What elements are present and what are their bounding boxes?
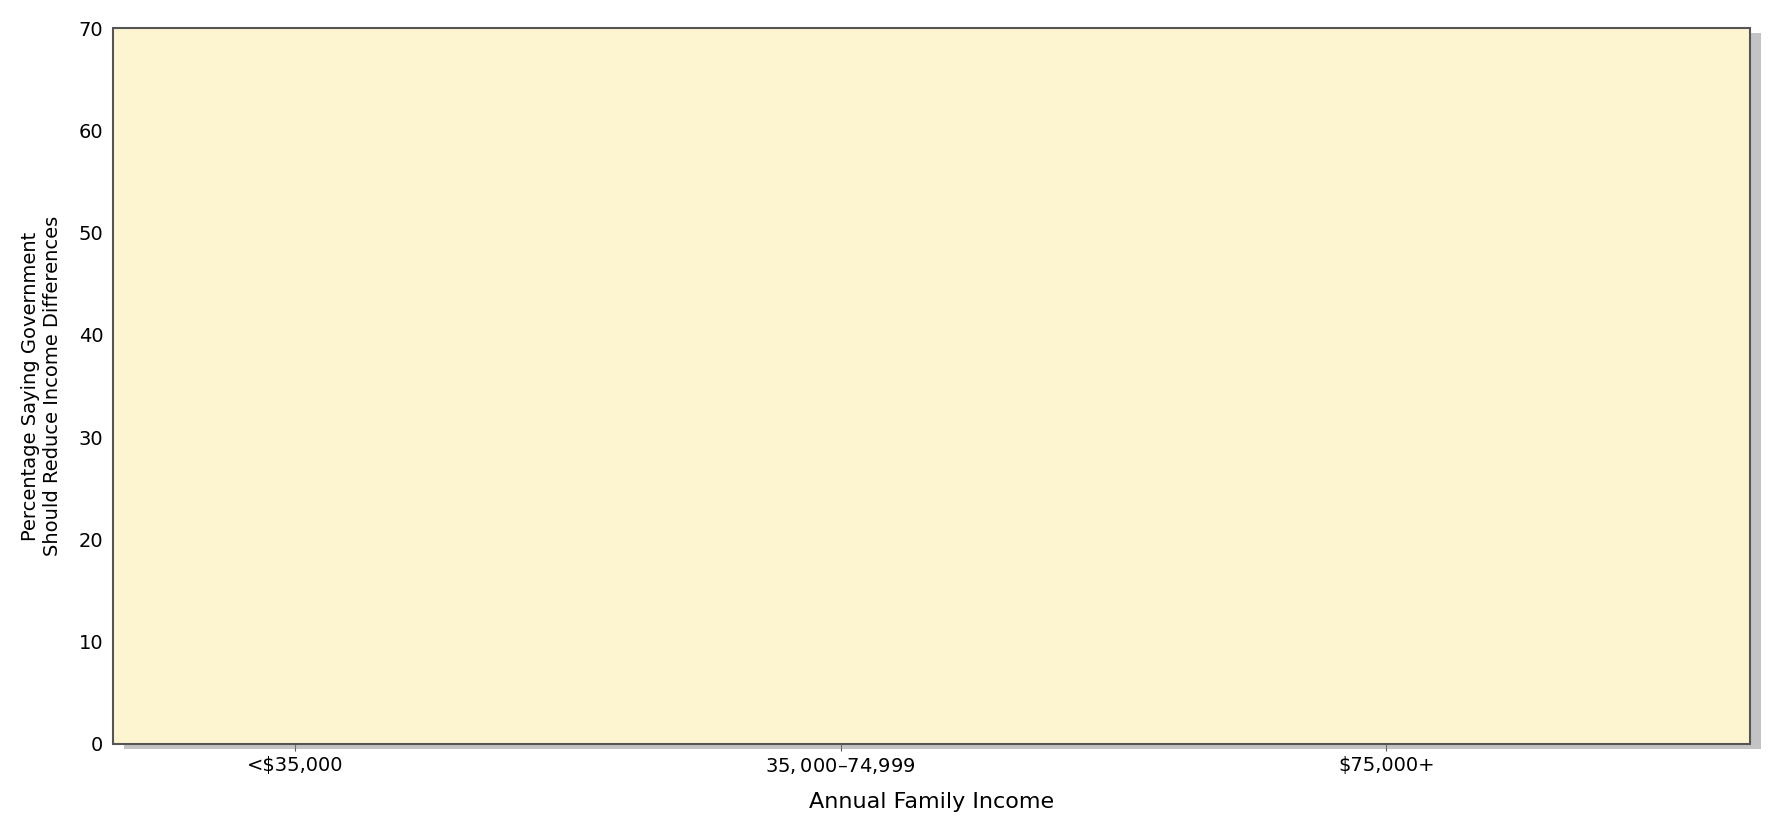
Y-axis label: Percentage Saying Government
Should Reduce Income Differences: Percentage Saying Government Should Redu… [21,216,62,556]
X-axis label: Annual Family Income: Annual Family Income [809,792,1054,812]
Bar [1342,335,1429,744]
Bar [797,222,884,744]
Bar [251,120,338,744]
